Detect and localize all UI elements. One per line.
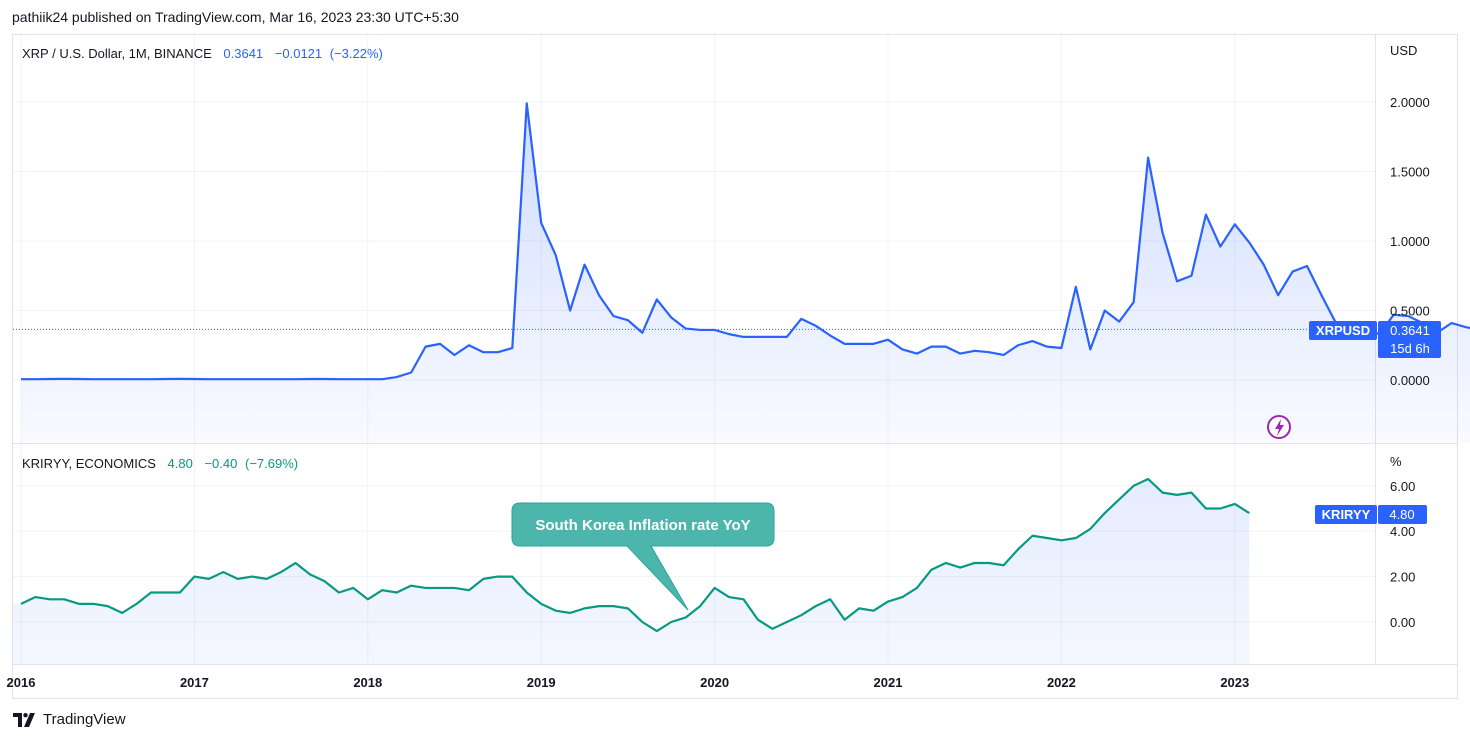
kr-value-badge: KRIRYY 4.80 bbox=[1315, 505, 1427, 524]
kr-legend-change: −0.40 bbox=[204, 456, 238, 471]
annotation-callout[interactable]: South Korea Inflation rate YoY bbox=[511, 502, 775, 611]
annotation-bubble bbox=[511, 502, 775, 611]
kr-badge-ticker: KRIRYY bbox=[1322, 507, 1371, 522]
kr-y-tick-label: 0.00 bbox=[1390, 615, 1415, 630]
annotation-text: South Korea Inflation rate YoY bbox=[535, 517, 750, 534]
xrp-y-tick-label: 0.5000 bbox=[1390, 304, 1430, 319]
kr-legend-symbol: KRIRYY, ECONOMICS bbox=[22, 456, 156, 471]
xrp-legend-change-pct: (−3.22%) bbox=[329, 46, 383, 61]
xrp-y-tick-label: 2.0000 bbox=[1390, 95, 1430, 110]
x-tick-label: 2021 bbox=[874, 675, 903, 690]
xrp-badge-countdown: 15d 6h bbox=[1390, 341, 1430, 356]
kr-inflation-line[interactable] bbox=[20, 477, 1250, 633]
kr-legend: KRIRYY, ECONOMICS 4.80 −0.40 (−7.69%) bbox=[22, 456, 298, 471]
kr-price-axis: 0.00 2.00 4.00 6.00 bbox=[1390, 479, 1415, 630]
x-tick-label: 2016 bbox=[7, 675, 36, 690]
xrp-legend-last: 0.3641 bbox=[223, 46, 264, 61]
x-tick-label: 2020 bbox=[700, 675, 729, 690]
tradingview-logo-icon bbox=[13, 712, 35, 727]
xrp-y-tick-label: 1.5000 bbox=[1390, 165, 1430, 180]
kr-y-tick-label: 2.00 bbox=[1390, 570, 1415, 585]
xrp-badge-value: 0.3641 bbox=[1390, 323, 1430, 338]
tradingview-brand: TradingView bbox=[43, 711, 126, 728]
xrp-price-axis: 0.0000 0.5000 1.0000 1.5000 2.0000 bbox=[1390, 95, 1430, 388]
kr-axis-unit: % bbox=[1390, 454, 1402, 469]
x-tick-label: 2022 bbox=[1047, 675, 1076, 690]
x-tick-label: 2018 bbox=[353, 675, 382, 690]
kr-legend-last: 4.80 bbox=[167, 456, 193, 471]
xrp-legend: XRP / U.S. Dollar, 1M, BINANCE 0.3641 −0… bbox=[22, 46, 383, 61]
x-tick-label: 2023 bbox=[1220, 675, 1249, 690]
xrp-axis-unit: USD bbox=[1390, 43, 1417, 58]
kr-y-tick-label: 4.00 bbox=[1390, 524, 1415, 539]
kr-area-fill bbox=[13, 478, 1250, 664]
x-tick-label: 2017 bbox=[180, 675, 209, 690]
xrp-area-fill bbox=[21, 103, 1470, 443]
xrp-price-badge: XRPUSD 0.3641 15d 6h bbox=[1309, 321, 1441, 358]
time-axis: 2016 2017 2018 2019 2020 2021 2022 2023 bbox=[7, 675, 1250, 690]
kr-legend-change-pct: (−7.69%) bbox=[244, 456, 299, 471]
tradingview-logo[interactable]: TradingView bbox=[13, 711, 126, 728]
xrp-y-tick-label: 1.0000 bbox=[1390, 234, 1430, 249]
kr-badge-value: 4.80 bbox=[1389, 507, 1414, 522]
kr-y-tick-label: 6.00 bbox=[1390, 479, 1415, 494]
lightning-icon[interactable] bbox=[1267, 415, 1291, 439]
xrp-y-tick-label: 0.0000 bbox=[1390, 373, 1430, 388]
xrp-badge-ticker: XRPUSD bbox=[1316, 323, 1370, 338]
xrp-legend-change: −0.0121 bbox=[274, 46, 323, 61]
x-tick-label: 2019 bbox=[527, 675, 556, 690]
xrp-legend-symbol: XRP / U.S. Dollar, 1M, BINANCE bbox=[22, 46, 212, 61]
xrp-price-line[interactable] bbox=[21, 102, 1470, 381]
publish-info: pathiik24 published on TradingView.com, … bbox=[12, 9, 459, 25]
